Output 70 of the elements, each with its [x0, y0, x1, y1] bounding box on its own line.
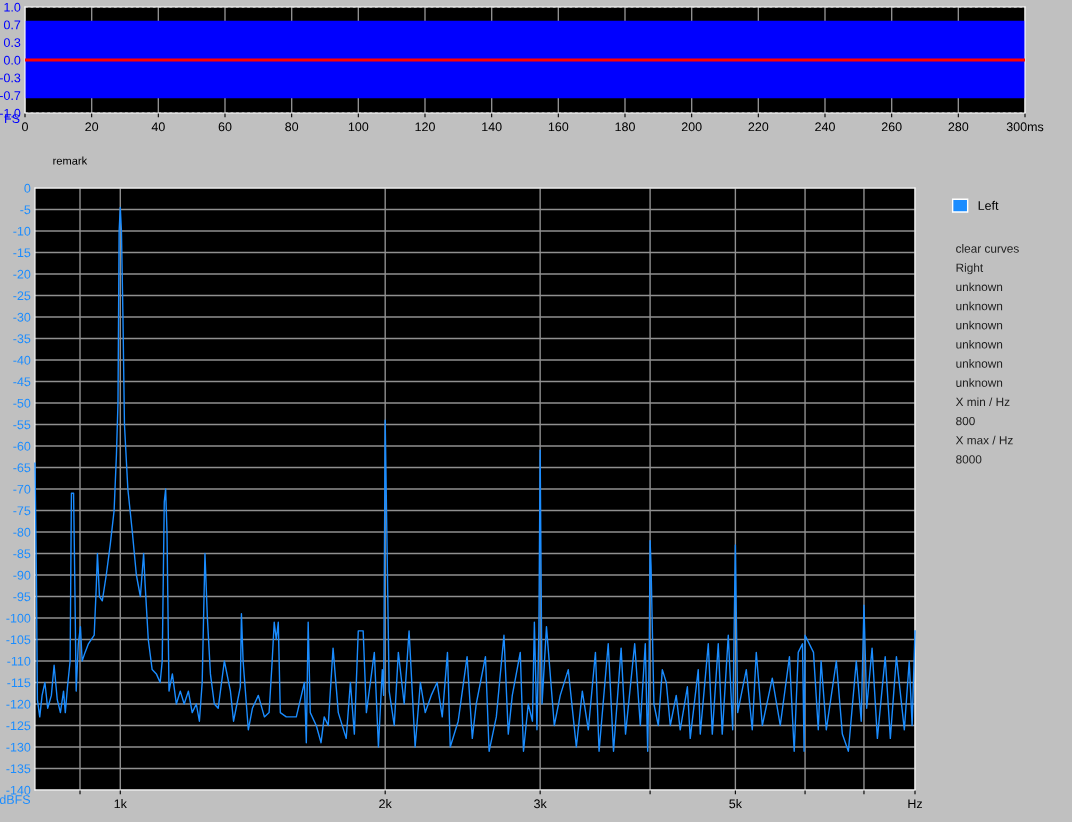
y-tick-label: -70	[13, 484, 31, 494]
x-tick-label: 2k	[379, 799, 392, 809]
y-tick-label: -30	[13, 312, 31, 322]
text: X min / Hz	[955, 397, 1010, 407]
x-tick-label: 260	[881, 122, 902, 132]
y-tick-label: -35	[13, 334, 31, 344]
x-tick-label: 120	[415, 122, 435, 132]
x-tick-label: 300ms	[1006, 122, 1044, 132]
y-tick-label: -60	[13, 441, 31, 451]
y-tick-label: -85	[13, 549, 31, 559]
x-tick-label: 220	[748, 122, 769, 132]
y-tick-label: 0	[24, 183, 31, 193]
y-tick-label: -20	[13, 269, 31, 279]
text: unknown	[956, 282, 1003, 292]
y-tick-label: 0.7	[3, 20, 21, 30]
y-tick-label: -45	[13, 377, 31, 387]
x-tick-label: 240	[815, 122, 835, 132]
x-tick-label: 160	[548, 122, 569, 132]
y-axis-title: dBFS	[0, 794, 31, 804]
y-tick-label: -50	[13, 398, 31, 408]
y-tick-label: -140	[6, 785, 31, 795]
y-tick-label: -5	[20, 205, 31, 215]
text: 800	[956, 416, 975, 426]
y-tick-label: -0.7	[0, 91, 21, 100]
x-tick-label: 180	[615, 122, 635, 132]
y-tick-label: 0.0	[3, 55, 21, 65]
legend-label: Left	[978, 200, 999, 210]
y-tick-label: -90	[13, 570, 31, 580]
text: unknown	[956, 359, 1003, 368]
text: clear curves	[956, 244, 1019, 253]
x-tick-label: 40	[151, 122, 165, 132]
text: remark	[53, 156, 88, 165]
x-tick-label: 140	[482, 122, 502, 132]
x-tick-label: 80	[285, 122, 299, 132]
y-tick-label: -40	[13, 355, 31, 365]
x-tick-label: 5k	[729, 799, 742, 809]
text: unknown	[956, 301, 1003, 311]
text: 8000	[956, 455, 982, 464]
x-tick-label: 200	[681, 122, 702, 132]
text: unknown	[956, 339, 1003, 349]
y-tick-label: -135	[6, 764, 31, 774]
x-tick-label: 60	[218, 122, 232, 132]
y-tick-label: -95	[13, 592, 31, 602]
y-tick-label: 0.3	[3, 38, 21, 47]
y-tick-label: -130	[6, 742, 31, 752]
y-tick-label: -105	[6, 635, 31, 645]
text: unknown	[956, 378, 1003, 387]
x-tick-label: 1k	[114, 799, 127, 809]
y-tick-label: -125	[6, 721, 31, 731]
y-tick-label: -15	[13, 248, 31, 258]
x-tick-label: Hz	[908, 799, 923, 809]
y-tick-label: -120	[6, 699, 31, 709]
y-tick-label: -0.3	[0, 73, 21, 83]
x-tick-label: 3k	[534, 799, 547, 809]
y-tick-label: -80	[13, 527, 31, 537]
x-tick-label: 20	[85, 122, 99, 132]
y-tick-label: 1.0	[4, 2, 21, 12]
y-tick-label: -25	[13, 291, 31, 301]
y-tick-label: -65	[13, 463, 31, 473]
y-tick-label: -115	[7, 678, 31, 688]
text: unknown	[956, 320, 1003, 330]
y-tick-label: -75	[13, 506, 31, 516]
y-tick-label: -110	[7, 656, 31, 666]
text: X max / Hz	[955, 435, 1013, 445]
y-tick-label: -10	[13, 226, 31, 236]
x-tick-label: 280	[948, 122, 969, 132]
text: Right	[956, 263, 984, 275]
x-tick-label: 100	[348, 122, 369, 132]
y-tick-label: -55	[13, 420, 31, 430]
y-tick-label: -100	[6, 613, 31, 623]
